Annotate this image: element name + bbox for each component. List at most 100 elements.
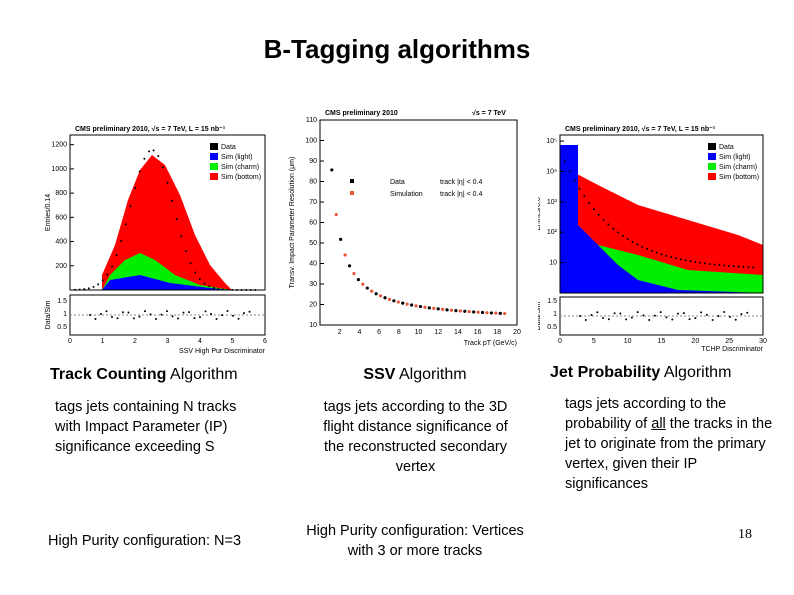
data-point xyxy=(674,257,677,260)
y-axis-label: Transv. Impact Parameter Resolution (μm) xyxy=(289,157,296,289)
data-point xyxy=(612,227,615,230)
legend-label: Sim (light) xyxy=(221,154,253,161)
ratio-point xyxy=(232,314,234,317)
data-point xyxy=(339,237,343,241)
ratio-point xyxy=(579,315,581,317)
data-point xyxy=(432,306,436,310)
legend-label: Sim (bottom) xyxy=(221,174,261,181)
data-point xyxy=(115,254,118,257)
data-point xyxy=(143,157,146,160)
x-tick-label: 3 xyxy=(166,338,170,345)
data-point xyxy=(564,160,566,163)
ratio-point xyxy=(182,311,185,314)
ratio-point xyxy=(642,314,645,317)
y-tick-label: 10² xyxy=(547,229,558,236)
ratio-point xyxy=(215,317,218,320)
data-point xyxy=(718,264,721,267)
ratio-point xyxy=(740,313,743,316)
data-point xyxy=(665,254,668,257)
heading-bold: SSV xyxy=(363,366,396,383)
legend-cut: track |η| < 0.4 xyxy=(440,191,482,198)
ratio-point xyxy=(653,314,656,317)
data-point xyxy=(396,300,400,304)
legend-swatch xyxy=(708,173,716,180)
ratio-point xyxy=(694,317,697,320)
data-point xyxy=(361,282,365,286)
data-point xyxy=(583,195,586,198)
data-point xyxy=(414,304,418,308)
data-point xyxy=(97,283,100,286)
ratio-point xyxy=(630,316,633,319)
data-point xyxy=(356,278,361,282)
data-point xyxy=(626,238,629,241)
data-point xyxy=(449,308,454,312)
data-point xyxy=(222,288,224,291)
heading-rest: Algorithm xyxy=(395,366,467,383)
legend-swatch xyxy=(210,163,218,170)
data-point xyxy=(441,307,445,311)
data-point xyxy=(120,240,123,243)
data-point xyxy=(343,253,347,257)
y-tick-label: 10⁵ xyxy=(546,138,557,145)
ratio-point xyxy=(607,318,610,321)
text: the tracks in the jet to originate from … xyxy=(565,416,773,492)
data-point xyxy=(401,301,405,305)
data-point xyxy=(83,288,86,291)
y-axis-label: Entries/0.14 xyxy=(45,194,52,231)
legend-label: Simulation xyxy=(390,191,423,198)
legend-swatch xyxy=(210,153,218,160)
data-point xyxy=(476,310,480,314)
ratio-point xyxy=(677,312,680,315)
data-point xyxy=(631,240,634,243)
x-tick-label: 14 xyxy=(454,329,462,336)
x-tick-label: 20 xyxy=(691,338,699,345)
ratio-point xyxy=(155,317,157,320)
data-point xyxy=(621,234,624,237)
heading-rest: Algorithm xyxy=(166,366,238,383)
data-point xyxy=(723,264,726,267)
data-point xyxy=(607,223,610,226)
data-point xyxy=(166,181,169,184)
plot-header: CMS preliminary 2010, √s = 7 TeV, L = 15… xyxy=(75,125,226,133)
data-point xyxy=(405,302,409,306)
ratio-point xyxy=(89,314,91,316)
data-point xyxy=(660,253,663,256)
y-tick-label: 1000 xyxy=(51,166,67,173)
ratio-tick-label: 0.5 xyxy=(57,324,67,331)
data-point xyxy=(387,297,392,301)
data-point xyxy=(458,309,462,313)
heading-bold: Track Counting xyxy=(50,366,167,383)
x-tick-label: 4 xyxy=(357,329,361,336)
data-point xyxy=(180,235,183,238)
legend-swatch xyxy=(210,173,218,180)
data-point xyxy=(106,273,109,276)
data-point xyxy=(370,289,374,293)
ratio-point xyxy=(193,317,196,320)
ratio-point xyxy=(619,312,622,315)
data-point xyxy=(212,286,215,289)
plot-header: √s = 7 TeV xyxy=(472,109,506,117)
legend-label: Data xyxy=(719,144,734,151)
data-point xyxy=(503,311,507,316)
data-point xyxy=(352,272,356,276)
ratio-point xyxy=(688,318,691,321)
ratio-point xyxy=(728,315,731,318)
x-tick-label: 10 xyxy=(624,338,632,345)
ratio-point xyxy=(226,310,229,313)
data-point xyxy=(374,292,378,296)
legend-swatch xyxy=(210,143,218,150)
ratio-point xyxy=(166,310,168,313)
data-point xyxy=(392,299,396,303)
y-tick-label: 20 xyxy=(309,302,317,309)
y-tick-label: 1200 xyxy=(51,142,67,149)
x-tick-label: 12 xyxy=(434,329,442,336)
legend-label: Sim (charm) xyxy=(221,164,259,171)
ratio-point xyxy=(221,314,223,317)
ratio-point xyxy=(100,312,102,315)
heading-bold: Jet Probability xyxy=(550,364,661,381)
data-point xyxy=(747,266,750,269)
ratio-point xyxy=(116,317,119,320)
data-point xyxy=(78,288,81,291)
ratio-tick-label: 1 xyxy=(553,311,557,318)
ratio-point xyxy=(138,315,141,318)
